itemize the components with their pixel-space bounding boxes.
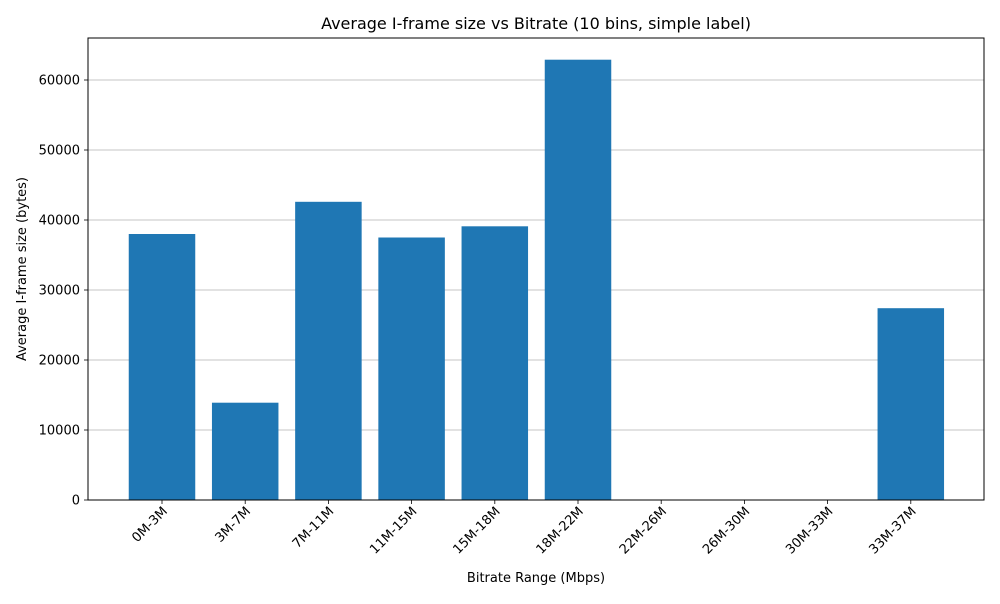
bar-33M-37M	[877, 308, 945, 500]
x-tick-label: 26M-30M	[700, 504, 753, 557]
x-tick-label: 30M-33M	[783, 504, 836, 557]
bar-0M-3M	[128, 234, 196, 500]
x-axis-label: Bitrate Range (Mbps)	[467, 571, 605, 586]
bar-15M-18M	[461, 226, 529, 501]
x-tick-label: 18M-22M	[534, 504, 587, 557]
x-tick-label: 33M-37M	[866, 504, 919, 557]
y-tick-label: 50000	[39, 144, 80, 159]
chart-title: Average I-frame size vs Bitrate (10 bins…	[321, 14, 751, 33]
bars	[128, 59, 945, 501]
y-tick-label: 10000	[39, 424, 80, 439]
bar-7M-11M	[295, 201, 362, 501]
y-tick-label: 40000	[39, 214, 80, 229]
x-tick-label: 11M-15M	[367, 504, 420, 557]
bar-11M-15M	[378, 237, 445, 500]
bar-18M-22M	[544, 59, 612, 500]
y-axis-label: Average I-frame size (bytes)	[15, 177, 30, 361]
x-tick-label: 15M-18M	[450, 504, 503, 557]
x-tick-label: 3M-7M	[213, 504, 254, 545]
y-tick-label: 60000	[39, 74, 80, 89]
x-tick-label: 0M-3M	[129, 504, 170, 545]
y-tick-label: 30000	[39, 284, 80, 299]
y-tick-label: 20000	[39, 354, 80, 369]
x-tick-label: 22M-26M	[617, 504, 670, 557]
x-tick-label: 7M-11M	[290, 504, 337, 551]
plot-frame	[87, 37, 985, 501]
y-tick-label: 0	[72, 494, 80, 509]
axes	[84, 37, 985, 504]
bar-3M-7M	[211, 402, 279, 500]
